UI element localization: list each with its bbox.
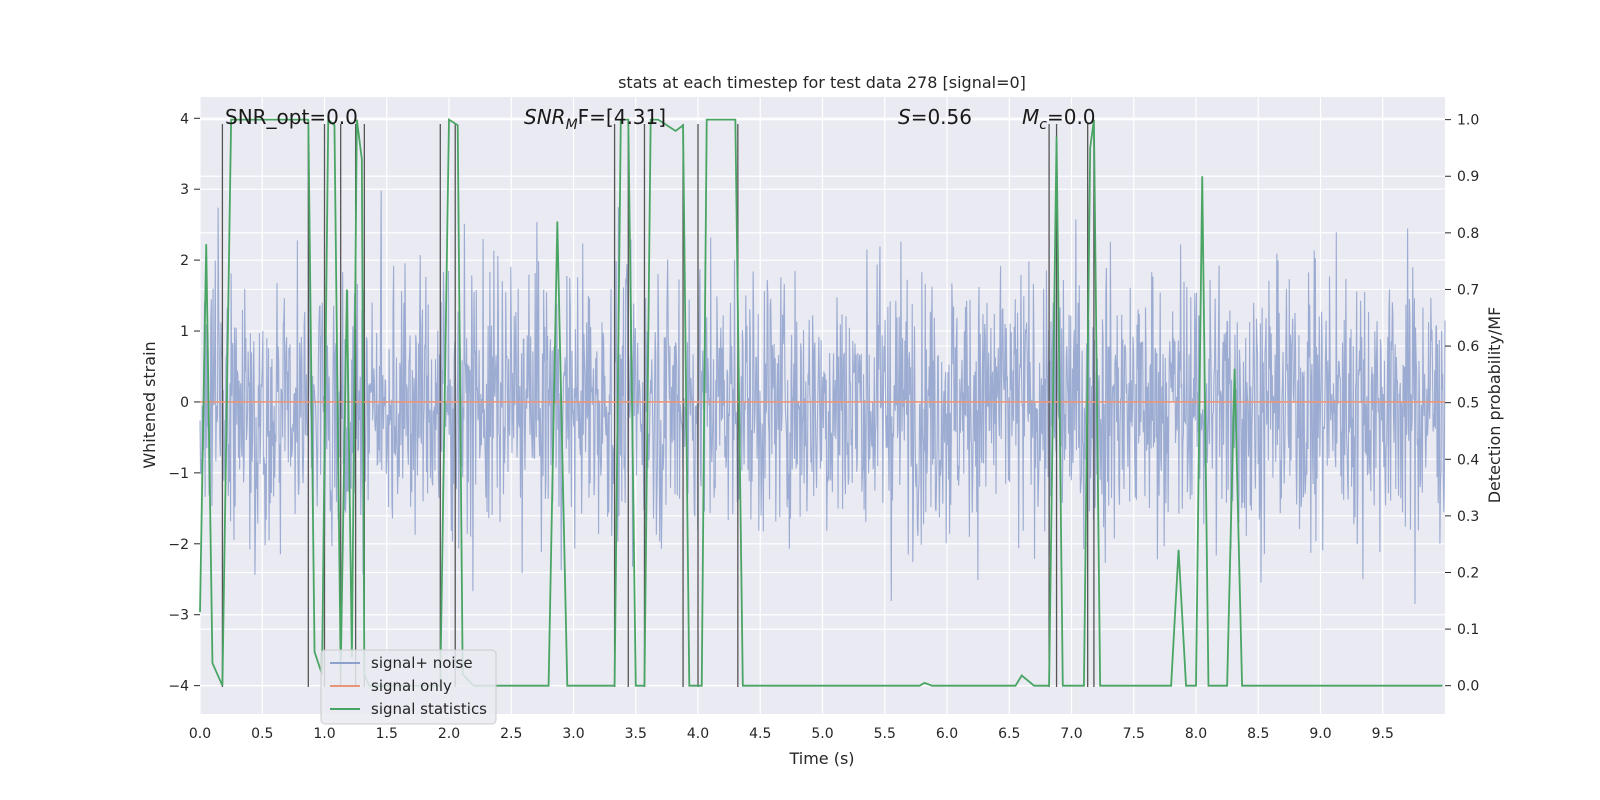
x-tick-label: 4.5 <box>749 726 771 742</box>
x-tick-label: 8.5 <box>1247 726 1269 742</box>
x-tick-label: 2.5 <box>500 726 522 742</box>
noise-series <box>199 190 1446 604</box>
y-tick-label: 3 <box>180 182 189 198</box>
y2-tick-label: 1.0 <box>1457 113 1479 129</box>
y2-tick-label: 0.6 <box>1457 339 1479 355</box>
y-tick-label: 0 <box>180 395 189 411</box>
x-tick-label: 3.0 <box>562 726 584 742</box>
y2-tick-label: 0.5 <box>1457 396 1479 412</box>
x-ticks: 0.0 0.5 1.0 1.5 2.0 2.5 3.0 3.5 4.0 4.5 5.0 5.5 6.0 6… <box>189 726 1394 742</box>
x-tick-label: 7.5 <box>1123 726 1145 742</box>
y2-tick-label: 0.0 <box>1457 679 1479 695</box>
snr-mf-sub: M <box>566 117 578 133</box>
s-suffix: =0.56 <box>911 105 972 129</box>
y2-tick-label: 0.7 <box>1457 282 1479 298</box>
y-tick-label: 4 <box>180 111 189 127</box>
y2-ticks: 0.0 0.1 0.2 0.3 0.4 0.5 0.6 0.7 0.8 0.9 1.0 <box>1445 113 1479 695</box>
x-tick-label: 0.5 <box>251 726 273 742</box>
y2-axis-label: Detection probability/MF <box>1485 307 1504 504</box>
x-tick-label: 0.0 <box>189 726 211 742</box>
x-axis-label: Time (s) <box>788 749 854 768</box>
mc-prefix: M <box>1022 105 1039 129</box>
x-tick-label: 7.0 <box>1060 726 1082 742</box>
mc-annotation: Mc=0.0 <box>1022 105 1096 133</box>
y2-tick-label: 0.9 <box>1457 169 1479 185</box>
line-series <box>199 117 1445 687</box>
x-tick-label: 6.5 <box>998 726 1020 742</box>
snr-opt-annotation: SNR_opt=0.0 <box>225 105 358 129</box>
legend-label-signal-noise: signal+ noise <box>371 654 473 672</box>
y2-tick-label: 0.4 <box>1457 452 1479 468</box>
y-tick-label: −2 <box>168 537 189 553</box>
y2-tick-label: 0.1 <box>1457 622 1479 638</box>
y2-tick-label: 0.3 <box>1457 509 1479 525</box>
snr-mf-suffix: F=[4.31] <box>578 105 666 129</box>
mc-sub: c <box>1039 117 1047 133</box>
x-tick-label: 8.0 <box>1185 726 1207 742</box>
snr-mf-prefix: SNR <box>524 105 566 129</box>
x-tick-label: 3.5 <box>625 726 647 742</box>
x-tick-label: 1.5 <box>376 726 398 742</box>
x-tick-label: 1.0 <box>313 726 335 742</box>
legend-box <box>320 649 497 725</box>
y-tick-label: −1 <box>168 466 189 482</box>
y-tick-label: −4 <box>168 679 189 695</box>
x-tick-label: 9.5 <box>1372 726 1394 742</box>
mc-suffix: =0.0 <box>1047 105 1096 129</box>
x-tick-label: 4.0 <box>687 726 709 742</box>
chart-title: stats at each timestep for test data 278… <box>618 73 1026 92</box>
y-axis-label: Whitened strain <box>140 341 159 468</box>
x-tick-label: 5.5 <box>874 726 896 742</box>
legend: signal+ noise signal only signal statist… <box>320 649 497 725</box>
y-tick-label: 1 <box>180 324 189 340</box>
x-tick-label: 6.0 <box>936 726 958 742</box>
series-signal-statistics <box>199 117 1443 687</box>
y-ticks: −4 −3 −2 −1 0 1 2 3 4 <box>168 111 200 695</box>
series-signal-noise <box>199 190 1446 604</box>
x-tick-label: 9.0 <box>1309 726 1331 742</box>
y2-tick-label: 0.2 <box>1457 565 1479 581</box>
y-tick-label: 2 <box>180 253 189 269</box>
snr-mf-annotation: SNRMF=[4.31] <box>524 105 666 133</box>
x-tick-label: 2.0 <box>438 726 460 742</box>
s-prefix: S <box>898 105 911 129</box>
legend-label-signal-only: signal only <box>371 677 452 695</box>
legend-label-signal-statistics: signal statistics <box>371 700 487 718</box>
y2-tick-label: 0.8 <box>1457 226 1479 242</box>
x-tick-label: 5.0 <box>811 726 833 742</box>
s-annotation: S=0.56 <box>898 105 972 129</box>
y-tick-label: −3 <box>168 608 189 624</box>
